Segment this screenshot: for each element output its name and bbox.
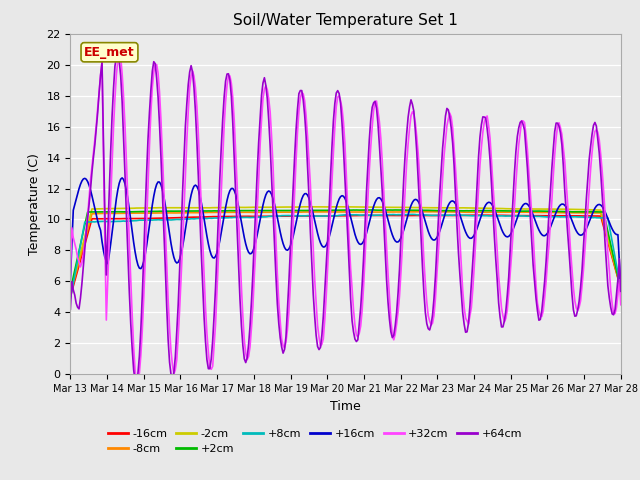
X-axis label: Time: Time — [330, 400, 361, 413]
Y-axis label: Temperature (C): Temperature (C) — [28, 153, 41, 255]
Text: EE_met: EE_met — [84, 46, 135, 59]
Title: Soil/Water Temperature Set 1: Soil/Water Temperature Set 1 — [233, 13, 458, 28]
Legend: -16cm, -8cm, -2cm, +2cm, +8cm, +16cm, +32cm, +64cm: -16cm, -8cm, -2cm, +2cm, +8cm, +16cm, +3… — [104, 424, 527, 459]
